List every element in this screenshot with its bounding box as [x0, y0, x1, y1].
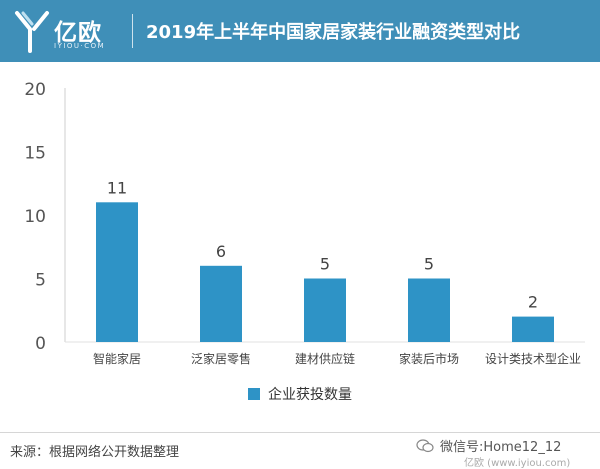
- x-tick-label: 设计类技术型企业: [485, 351, 581, 366]
- watermark-site: 亿欧 (www.iyiou.com): [464, 458, 571, 469]
- bar: [408, 278, 450, 342]
- watermark: 微信号:Home12_12 亿欧 (www.iyiou.com): [404, 432, 594, 469]
- logo-text: 亿欧: [54, 20, 102, 46]
- chart-title: 2019年上半年中国家居家装行业融资类型对比: [146, 22, 521, 43]
- watermark-wechat-id: 微信号:Home12_12: [440, 440, 562, 455]
- y-tick-label: 5: [35, 271, 46, 291]
- header-divider: [132, 14, 133, 48]
- bar-value-label: 5: [424, 255, 434, 274]
- footer-divider: [0, 432, 600, 433]
- y-tick-label: 15: [24, 144, 46, 164]
- bar-chart: 0 5 10 15 20 11 智能家居 6 泛家居零售 5 建材供应链 5 家装后市场 2 设计类技术型企…: [24, 80, 585, 366]
- legend-swatch: [248, 388, 260, 400]
- bar: [512, 316, 554, 342]
- y-tick-label: 0: [35, 334, 46, 354]
- legend-label: 企业获投数量: [268, 387, 352, 403]
- logo: 亿欧 IYIOU·COM: [14, 9, 124, 55]
- x-tick-label: 建材供应链: [295, 351, 355, 366]
- bar-value-label: 5: [320, 255, 330, 274]
- bar: [200, 265, 242, 342]
- logo-icon: [15, 11, 49, 53]
- legend: 企业获投数量: [248, 384, 352, 404]
- bar: [304, 278, 346, 342]
- y-tick-label: 10: [24, 207, 46, 227]
- bar: [96, 202, 138, 342]
- x-tick-label: 智能家居: [93, 351, 141, 366]
- bar-value-label: 2: [528, 293, 538, 312]
- x-tick-label: 泛家居零售: [191, 351, 251, 366]
- logo-domain: IYIOU·COM: [54, 42, 106, 50]
- y-tick-label: 20: [24, 80, 46, 100]
- source-note: 来源：根据网络公开数据整理: [10, 445, 180, 460]
- bar-value-label: 6: [216, 242, 226, 261]
- wechat-icon: [416, 439, 434, 453]
- x-tick-label: 家装后市场: [399, 351, 459, 366]
- bar-value-label: 11: [107, 178, 127, 197]
- header-bar: 亿欧 IYIOU·COM 2019年上半年中国家居家装行业融资类型对比: [0, 0, 600, 62]
